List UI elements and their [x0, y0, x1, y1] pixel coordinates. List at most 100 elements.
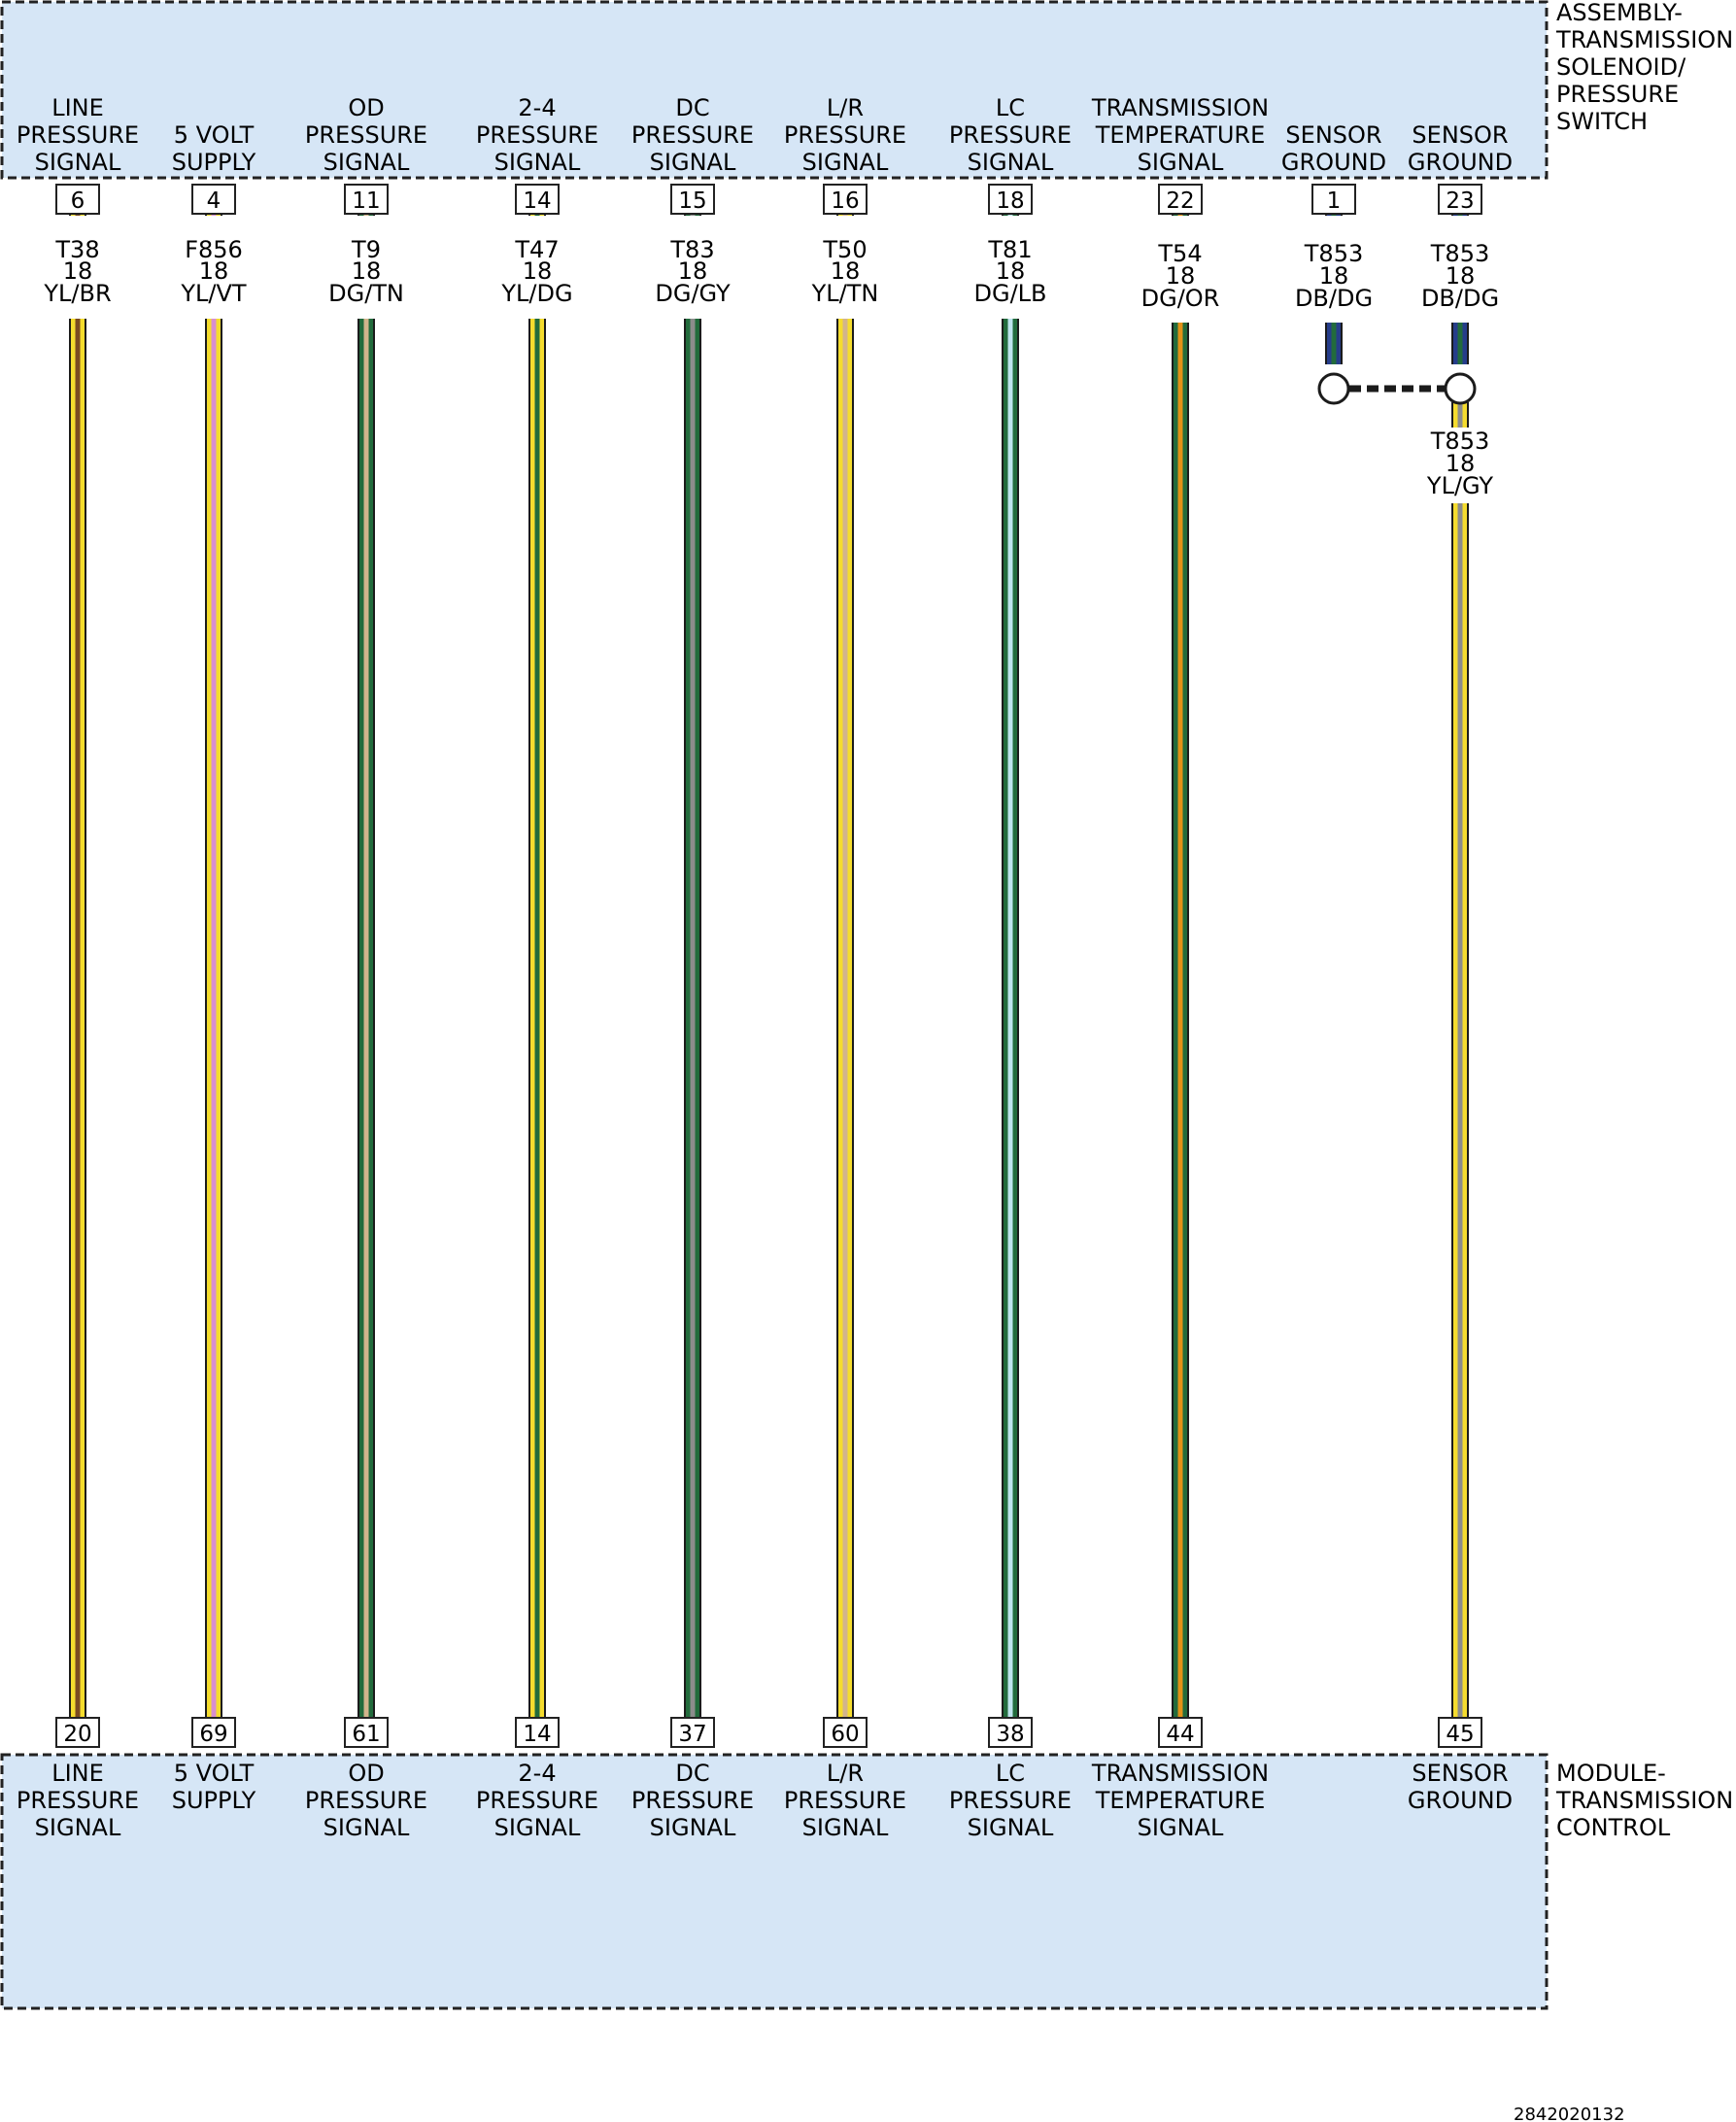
top-pin-sensor-ground-23: 23 [1438, 184, 1482, 215]
gauge-transmission-temperature: 18 [1166, 262, 1196, 290]
top-label-2-4-pressure: 2-4 [518, 94, 556, 121]
top-label-transmission-temperature: SIGNAL [1138, 149, 1224, 176]
top-pin-line-pressure-box [55, 184, 100, 215]
top-label-line-pressure: SIGNAL [35, 149, 121, 176]
wire-dc-pressure-stripe-color [690, 319, 696, 1718]
bottom-label-lr-pressure: L/R [827, 1760, 864, 1787]
bottom-connector-name-line: TRANSMISSION [1555, 1787, 1733, 1814]
gauge-after-splice: 18 [1446, 450, 1476, 477]
bottom-pin-sensor-ground-23-number: 45 [1446, 1722, 1474, 1747]
top-pin-od-pressure: 11 [344, 184, 389, 215]
top-label-dc-pressure: PRESSURE [631, 121, 754, 149]
bottom-connector-box [0, 1753, 1549, 2010]
top-label-2-4-pressure: SIGNAL [494, 149, 581, 176]
bottom-pin-lr-pressure: 60 [823, 1717, 868, 1748]
bottom-label-lc-pressure: PRESSURE [949, 1787, 1072, 1814]
top-pin-transmission-temperature: 22 [1158, 184, 1203, 215]
bottom-pin-lr-pressure-box [823, 1717, 868, 1748]
circuit-transmission-temperature: T54 [1157, 240, 1202, 267]
bottom-pin-od-pressure: 61 [344, 1717, 389, 1748]
top-pin-lr-pressure-box [823, 184, 868, 215]
top-pin-transmission-temperature-number: 22 [1166, 188, 1194, 214]
bottom-label-line-pressure: PRESSURE [17, 1787, 139, 1814]
bottom-label-lc-pressure: SIGNAL [968, 1814, 1054, 1841]
circuit-lr-pressure: T50 [822, 236, 867, 263]
top-pin-transmission-temperature-box [1158, 184, 1203, 215]
top-pin-5-volt-supply-box [191, 184, 236, 215]
bottom-pin-5-volt-supply-box [191, 1717, 236, 1748]
wire-after-splice [1451, 503, 1469, 1718]
top-label-lc-pressure: LC [996, 94, 1025, 121]
top-label-od-pressure: PRESSURE [305, 121, 427, 149]
gauge-line-pressure: 18 [63, 257, 93, 285]
bottom-label-2-4-pressure: PRESSURE [476, 1787, 598, 1814]
top-pin-lc-pressure-box [988, 184, 1033, 215]
top-pin-dc-pressure-number: 15 [678, 188, 706, 214]
bottom-label-lr-pressure: SIGNAL [802, 1814, 889, 1841]
bottom-pin-transmission-temperature-number: 44 [1166, 1722, 1194, 1747]
color-code-5-volt-supply: YL/VT [180, 280, 247, 307]
bottom-label-lr-pressure: PRESSURE [784, 1787, 906, 1814]
top-connector-name: ASSEMBLY-TRANSMISSIONSOLENOID/PRESSURESW… [1555, 0, 1733, 135]
bottom-pin-line-pressure: 20 [55, 1717, 100, 1748]
top-pin-lc-pressure-number: 18 [996, 188, 1024, 214]
wire-od-pressure [357, 319, 375, 1718]
top-label-od-pressure: OD [348, 94, 384, 121]
top-label-lr-pressure: PRESSURE [784, 121, 906, 149]
color-code-lr-pressure: YL/TN [811, 280, 879, 307]
bottom-label-dc-pressure: SIGNAL [650, 1814, 736, 1841]
top-label-sensor-ground-23: SENSOR [1412, 121, 1508, 149]
gauge-lr-pressure: 18 [831, 257, 861, 285]
bottom-label-line-pressure: LINE [51, 1760, 104, 1787]
top-label-lc-pressure: PRESSURE [949, 121, 1072, 149]
top-pin-2-4-pressure-box [515, 184, 560, 215]
wire-2-4-pressure [528, 319, 546, 1718]
bottom-pin-5-volt-supply: 69 [191, 1717, 236, 1748]
top-pin-sensor-ground-1-number: 1 [1327, 188, 1342, 214]
gauge-5-volt-supply: 18 [199, 257, 229, 285]
top-pin-5-volt-supply-number: 4 [207, 188, 221, 214]
gauge-sensor-ground-1: 18 [1319, 262, 1349, 290]
gauge-lc-pressure: 18 [996, 257, 1026, 285]
wire-after-splice-stub [1451, 402, 1469, 428]
bottom-pin-od-pressure-number: 61 [352, 1722, 380, 1747]
circuit-sensor-ground-1: T853 [1304, 240, 1363, 267]
color-code-after-splice: YL/GY [1426, 472, 1494, 499]
bottom-pin-transmission-temperature: 44 [1158, 1717, 1203, 1748]
bottom-pin-dc-pressure-box [670, 1717, 715, 1748]
top-connector-name-line: SWITCH [1556, 108, 1648, 135]
circuit-sensor-ground-23: T853 [1430, 240, 1489, 267]
diagram-id: 2842020132 [1514, 2105, 1625, 2122]
top-pin-sensor-ground-23-box [1438, 184, 1482, 215]
bottom-label-2-4-pressure: SIGNAL [494, 1814, 581, 1841]
bottom-pin-lc-pressure: 38 [988, 1717, 1033, 1748]
top-connector-box [0, 0, 1549, 180]
wire-sensor-ground-23-stripe-color [1457, 323, 1463, 364]
circuit-5-volt-supply: F856 [185, 236, 243, 263]
circuit-2-4-pressure: T47 [514, 236, 559, 263]
bottom-label-2-4-pressure: 2-4 [518, 1760, 556, 1787]
color-code-sensor-ground-23: DB/DG [1421, 285, 1499, 312]
wire-lr-pressure-stripe-color [842, 319, 848, 1718]
bottom-label-od-pressure: OD [348, 1760, 384, 1787]
bottom-label-od-pressure: SIGNAL [323, 1814, 410, 1841]
wire-od-pressure-stripe-color [363, 319, 369, 1718]
circuit-dc-pressure: T83 [669, 236, 714, 263]
wire-line-pressure [69, 319, 86, 1718]
top-pin-od-pressure-box [344, 184, 389, 215]
splice-node-left [1317, 372, 1350, 405]
bottom-pin-od-pressure-box [344, 1717, 389, 1748]
top-connector-name-line: ASSEMBLY- [1556, 0, 1683, 26]
top-pin-lr-pressure: 16 [823, 184, 868, 215]
wire-lr-pressure [836, 319, 854, 1718]
bottom-label-5-volt-supply: SUPPLY [172, 1787, 256, 1814]
top-pin-line-pressure-number: 6 [71, 188, 85, 214]
top-label-lr-pressure: L/R [827, 94, 864, 121]
top-pin-2-4-pressure-number: 14 [523, 188, 551, 214]
top-label-2-4-pressure: PRESSURE [476, 121, 598, 149]
top-label-transmission-temperature: TRANSMISSION [1091, 94, 1269, 121]
top-pin-2-4-pressure: 14 [515, 184, 560, 215]
wire-lc-pressure-stripe-color [1007, 319, 1013, 1718]
wire-transmission-temperature [1172, 323, 1189, 1718]
